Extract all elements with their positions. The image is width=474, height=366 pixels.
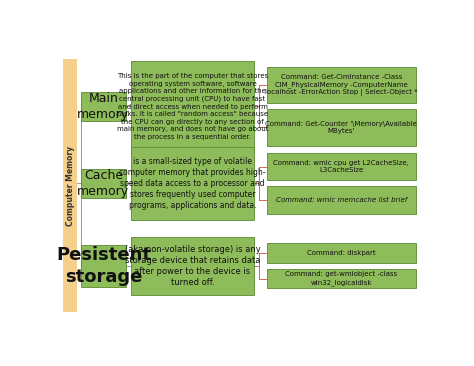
FancyBboxPatch shape: [131, 61, 254, 152]
Text: Command: Get-CimInstance -Class
CIM_PhysicalMemory -ComputerName
localhost -Erro: Command: Get-CimInstance -Class CIM_Phys…: [265, 74, 418, 97]
Text: is a small-sized type of volatile
computer memory that provides high-
speed data: is a small-sized type of volatile comput…: [119, 157, 266, 210]
FancyBboxPatch shape: [63, 59, 77, 312]
FancyBboxPatch shape: [131, 147, 254, 220]
Text: Command: wmic cpu get L2CacheSize,
L3CacheSize: Command: wmic cpu get L2CacheSize, L3Cac…: [273, 160, 409, 173]
Text: Computer Memory: Computer Memory: [65, 146, 74, 226]
FancyBboxPatch shape: [267, 67, 416, 103]
Text: (aka non-volatile storage) is any
storage device that retains data
after power t: (aka non-volatile storage) is any storag…: [125, 244, 260, 287]
Text: Command: Get-Counter '\Memory\Available
MBytes': Command: Get-Counter '\Memory\Available …: [265, 121, 417, 134]
Text: This is the part of the computer that stores
operating system software, software: This is the part of the computer that st…: [117, 73, 268, 139]
Text: Command: wmic memcache list brief: Command: wmic memcache list brief: [276, 197, 407, 203]
FancyBboxPatch shape: [267, 186, 416, 214]
FancyBboxPatch shape: [81, 244, 126, 287]
Text: Command: get-wmiobject -class
win32_logicaldisk: Command: get-wmiobject -class win32_logi…: [285, 272, 398, 286]
FancyBboxPatch shape: [81, 92, 126, 121]
FancyBboxPatch shape: [267, 243, 416, 262]
FancyBboxPatch shape: [81, 169, 126, 198]
FancyBboxPatch shape: [267, 153, 416, 180]
Text: Pesistent
storage: Pesistent storage: [56, 246, 151, 286]
FancyBboxPatch shape: [267, 109, 416, 146]
Text: Command: diskpart: Command: diskpart: [307, 250, 376, 256]
Text: Main
memory: Main memory: [77, 92, 129, 121]
Text: Cache
memory: Cache memory: [77, 169, 129, 198]
FancyBboxPatch shape: [267, 269, 416, 288]
FancyBboxPatch shape: [131, 237, 254, 295]
